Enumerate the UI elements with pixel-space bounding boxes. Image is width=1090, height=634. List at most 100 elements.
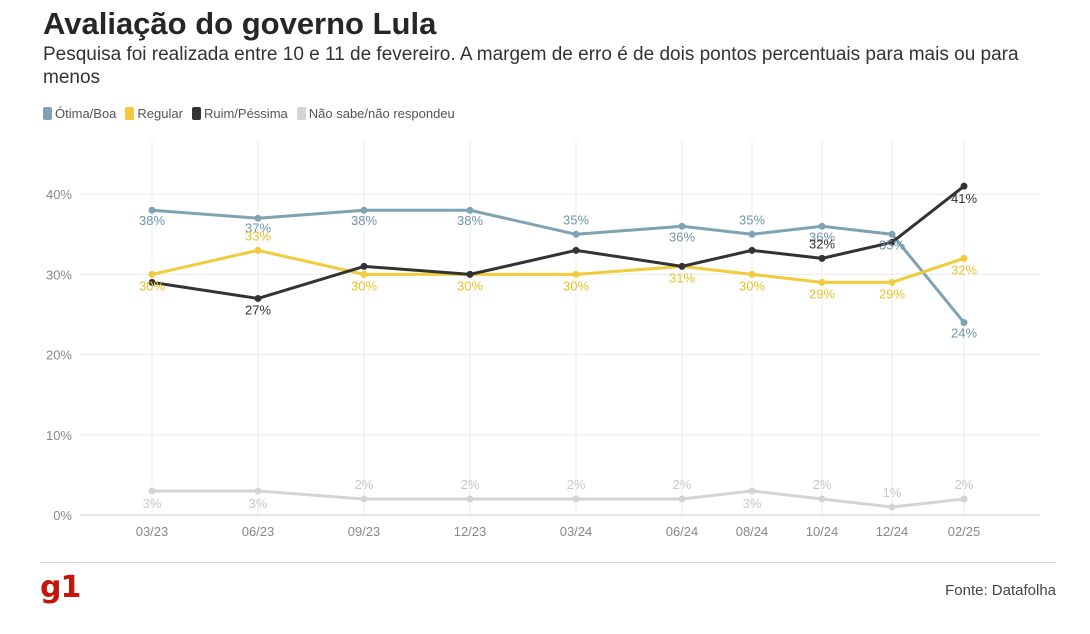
data-point (572, 230, 580, 238)
data-label: 3% (249, 496, 268, 511)
data-label: 1% (883, 485, 902, 500)
data-point (148, 278, 156, 286)
data-label: 36% (809, 229, 835, 244)
data-point (466, 206, 474, 214)
data-point (748, 487, 756, 495)
y-tick-label: 30% (46, 267, 72, 282)
line-chart: 0% 10% 20% 30% 40% 03/23 06/23 09/23 12/23 03/24 0… (46, 140, 1040, 539)
data-label: 37% (245, 220, 271, 235)
data-point (572, 495, 580, 503)
data-label: 38% (351, 213, 377, 228)
x-tick-label: 02/25 (948, 524, 981, 539)
data-label: 35% (563, 212, 589, 227)
data-label: 35% (739, 212, 765, 227)
series-line (150, 489, 966, 509)
data-point (888, 230, 896, 238)
data-point (572, 246, 580, 254)
series-line (150, 184, 966, 300)
legend: Ótima/Boa Regular Ruim/Péssima Não sabe/não… (43, 106, 455, 121)
footer-divider (40, 562, 1056, 563)
data-point (678, 495, 686, 503)
data-label: 30% (351, 278, 377, 293)
data-point (748, 230, 756, 238)
data-point (254, 214, 262, 222)
legend-swatch (296, 107, 306, 120)
data-label: 30% (457, 278, 483, 293)
legend-item: Ruim/Péssima (191, 106, 288, 121)
data-point (678, 222, 686, 230)
data-label: 38% (139, 213, 165, 228)
legend-item: Regular (125, 106, 183, 121)
legend-swatch (191, 107, 201, 120)
data-label: 32% (951, 262, 977, 277)
data-point (818, 254, 826, 262)
x-tick-label: 06/24 (666, 524, 699, 539)
data-label: 2% (355, 477, 374, 492)
data-point (466, 495, 474, 503)
x-tick-label: 12/23 (454, 524, 487, 539)
x-tick-label: 03/23 (136, 524, 169, 539)
data-point (360, 495, 368, 503)
series-line (150, 208, 966, 325)
data-point (572, 270, 580, 278)
legend-label: Não sabe/não respondeu (308, 106, 455, 121)
data-point (888, 503, 896, 511)
data-point (888, 278, 896, 286)
data-label: 30% (739, 278, 765, 293)
x-tick-label: 10/24 (806, 524, 839, 539)
data-label: 2% (673, 477, 692, 492)
data-point (254, 294, 262, 302)
data-point (360, 206, 368, 214)
data-point (960, 254, 968, 262)
data-label: 29% (879, 286, 905, 301)
data-label: 33% (245, 228, 271, 243)
y-tick-label: 40% (46, 187, 72, 202)
data-label: 38% (457, 213, 483, 228)
y-tick-label: 0% (53, 508, 72, 523)
data-point (960, 495, 968, 503)
data-point (888, 238, 896, 246)
data-label: 2% (813, 477, 832, 492)
data-label: 3% (143, 496, 162, 511)
legend-item: Não sabe/não respondeu (296, 106, 455, 121)
data-point (466, 270, 474, 278)
chart-title: Avaliação do governo Lula (43, 6, 437, 41)
source-note: Fonte: Datafolha (945, 582, 1056, 599)
legend-label: Regular (137, 106, 183, 121)
series-line (150, 248, 966, 284)
data-label: 27% (245, 302, 271, 317)
data-label: 41% (951, 191, 977, 206)
x-tick-label: 12/24 (876, 524, 909, 539)
legend-label: Ruim/Péssima (203, 106, 288, 121)
x-tick-label: 08/24 (736, 524, 769, 539)
x-tick-label: 03/24 (560, 524, 593, 539)
data-point (148, 270, 156, 278)
data-point (818, 495, 826, 503)
data-point (818, 278, 826, 286)
legend-label: Ótima/Boa (55, 106, 117, 121)
data-point (960, 182, 968, 190)
y-tick-label: 20% (46, 348, 72, 363)
legend-item: Ótima/Boa (43, 106, 116, 121)
data-label: 30% (563, 278, 589, 293)
data-point (960, 319, 968, 327)
data-point (748, 270, 756, 278)
legend-swatch (43, 107, 52, 120)
data-label: 2% (567, 477, 586, 492)
data-point (818, 222, 826, 230)
data-point (360, 270, 368, 278)
data-point (678, 262, 686, 270)
data-label: 32% (809, 236, 835, 251)
data-label: 2% (461, 477, 480, 492)
data-label: 30% (139, 278, 165, 293)
legend-swatch (125, 107, 135, 120)
x-tick-label: 06/23 (242, 524, 275, 539)
data-point (254, 246, 262, 254)
y-tick-label: 10% (46, 428, 72, 443)
data-label: 36% (669, 229, 695, 244)
data-label: 29% (809, 286, 835, 301)
data-point (748, 246, 756, 254)
data-point (148, 206, 156, 214)
x-tick-label: 09/23 (348, 524, 381, 539)
g1-logo: g1 (40, 570, 81, 605)
